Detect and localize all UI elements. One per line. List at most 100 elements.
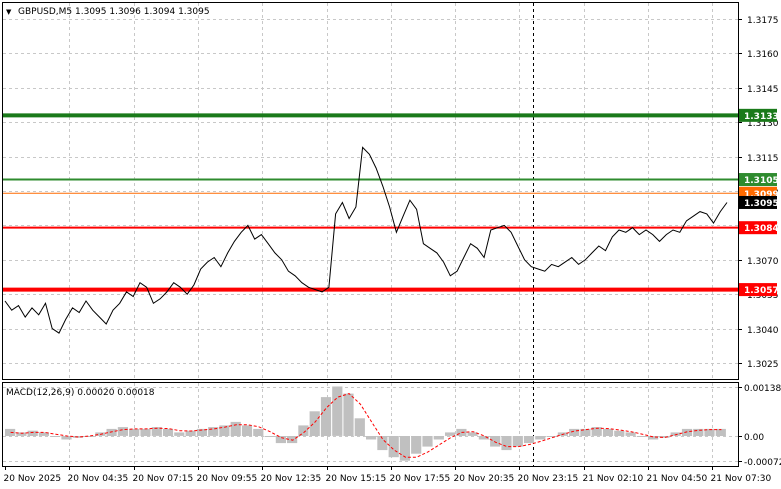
macd-y-tick-label: -0.00072 (744, 458, 781, 468)
price-level-tag-label: 1.3057 (744, 286, 779, 296)
price-level-tag: 1.3084 (739, 221, 779, 235)
macd-bar (219, 425, 230, 436)
price-level-tag: 1.3105 (739, 173, 779, 187)
price-level-tag: 1.3095 (739, 195, 779, 209)
macd-bar (523, 436, 535, 444)
y-tick-label: 1.3025 (747, 360, 779, 370)
price-level-tag-box (739, 221, 777, 235)
macd-bar (512, 436, 523, 447)
price-level-tag-box (739, 195, 777, 209)
price-level-tag-label: 1.3099 (744, 190, 779, 200)
y-tick-label: 1.3160 (747, 50, 779, 60)
price-level-tag-box (739, 173, 777, 187)
x-tick-label: 21 Nov 02:10 (583, 474, 644, 484)
macd-header: MACD(12,26,9) 0.00020 0.00018 (6, 388, 155, 398)
macd-bar (433, 436, 444, 440)
y-tick-label: 1.3130 (747, 119, 779, 129)
time-axis: 20 Nov 2025 20 Nov 04:35 20 Nov 07:15 20 No… (4, 466, 772, 484)
macd-bar (693, 428, 704, 436)
price-levels (3, 113, 738, 292)
price-series-line (4, 146, 728, 334)
macd-bar (27, 430, 38, 436)
macd-bar (591, 427, 602, 436)
macd-bar (129, 428, 140, 436)
macd-y-tick-label: 0.00 (744, 433, 764, 443)
y-tick-label: 1.3115 (747, 154, 779, 164)
macd-bar (467, 432, 478, 436)
macd-histogram (5, 386, 726, 461)
x-tick-label: 20 Nov 23:15 (518, 474, 579, 484)
macd-bar (241, 425, 253, 436)
macd-bar (298, 425, 309, 436)
x-tick-label: 20 Nov 17:55 (390, 474, 451, 484)
macd-bar (106, 428, 117, 436)
macd-bar (411, 436, 422, 454)
price-level-tag: 1.3057 (739, 283, 779, 297)
macd-bar (185, 430, 196, 436)
macd-bar (332, 386, 343, 436)
y-tick-label: 1.3175 (747, 16, 779, 26)
y-tick-label: 1.3040 (747, 326, 779, 336)
price-level-tag-box (739, 283, 777, 297)
macd-bar (151, 427, 162, 436)
macd-grid-lines (3, 383, 738, 466)
macd-bar (117, 427, 128, 436)
x-tick-label: 21 Nov 04:50 (647, 474, 708, 484)
macd-bar (162, 428, 174, 436)
macd-bar (681, 428, 693, 436)
macd-bar (648, 436, 659, 440)
macd-bar (196, 428, 207, 436)
macd-bar (625, 432, 636, 436)
macd-bar (354, 418, 365, 436)
x-tick-label: 20 Nov 2025 (4, 474, 62, 484)
macd-bar (602, 428, 614, 436)
macd-bar (366, 436, 377, 440)
macd-bar (38, 432, 49, 436)
macd-bar (388, 436, 399, 458)
macd-bar (343, 393, 354, 436)
macd-bar (670, 432, 681, 436)
macd-bar (445, 432, 456, 436)
x-tick-label: 20 Nov 20:35 (454, 474, 515, 484)
macd-bar (715, 428, 726, 436)
macd-bar (208, 427, 219, 436)
macd-bar (546, 436, 557, 437)
y-tick-label: 1.3070 (747, 257, 779, 267)
macd-bar (253, 428, 264, 436)
macd-bar (659, 436, 670, 438)
macd-axis: 0.00138 0.00 -0.00072 (738, 384, 781, 468)
macd-bar (501, 436, 512, 451)
x-tick-label: 20 Nov 04:35 (68, 474, 129, 484)
macd-bar (50, 436, 61, 437)
macd-signal-line (10, 393, 722, 458)
macd-bar (614, 430, 625, 436)
dropdown-arrow-icon[interactable]: ▼ (6, 8, 12, 16)
macd-bar (320, 397, 332, 436)
macd-bar (275, 436, 286, 444)
macd-bar (264, 436, 275, 437)
price-level-tag-label: 1.3133 (744, 112, 779, 122)
macd-bar (399, 436, 410, 461)
macd-bar (5, 428, 16, 436)
x-tick-label: 20 Nov 15:15 (326, 474, 387, 484)
y-tick-label: 1.3145 (747, 85, 779, 95)
macd-bar (490, 436, 501, 447)
macd-bar (174, 432, 185, 436)
macd-bar (456, 428, 467, 436)
macd-bar (230, 421, 241, 436)
price-level-tag-label: 1.3084 (744, 224, 779, 234)
price-level-tag-label: 1.3105 (744, 176, 779, 186)
macd-bar (377, 436, 388, 451)
price-level-tag-label: 1.3095 (744, 199, 779, 209)
symbol-header: GBPUSD,M5 1.3095 1.3096 1.3094 1.3095 (18, 7, 210, 17)
x-tick-label: 21 Nov 07:30 (711, 474, 772, 484)
macd-bar (535, 436, 546, 440)
macd-y-tick-label: 0.00138 (744, 384, 781, 394)
macd-bar (16, 432, 27, 436)
macd-bar (580, 428, 591, 436)
macd-bar (422, 436, 433, 447)
macd-bar (61, 436, 72, 440)
